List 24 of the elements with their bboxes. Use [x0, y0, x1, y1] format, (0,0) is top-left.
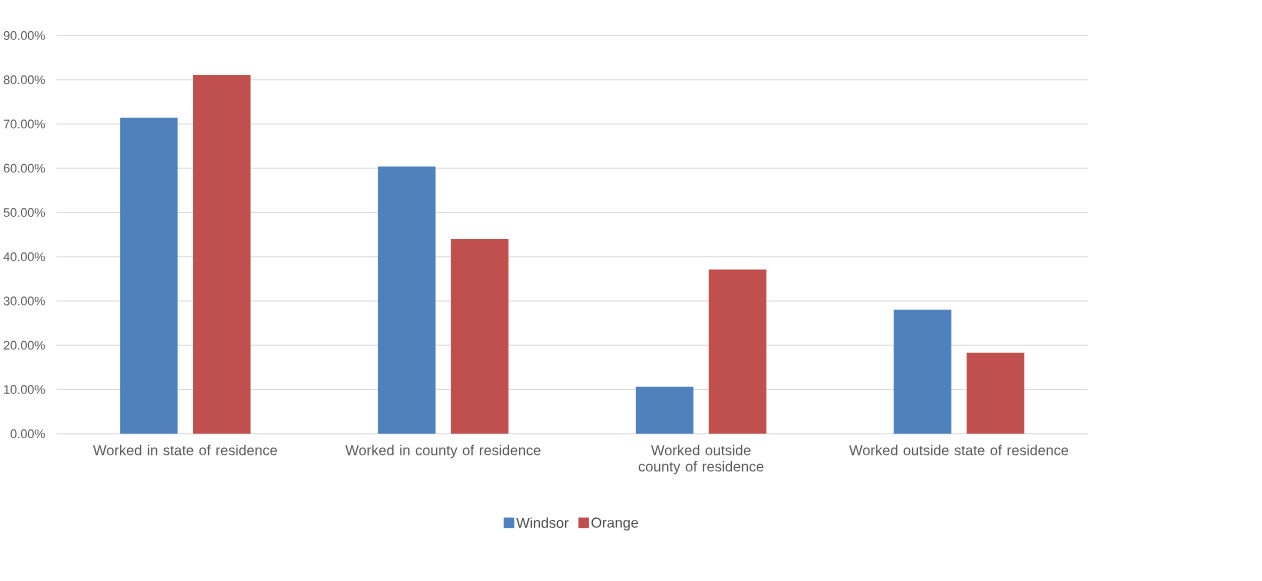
y-tick-label: 80.00% — [3, 75, 45, 85]
y-tick-label: 0.00% — [10, 429, 45, 439]
bar — [966, 352, 1025, 434]
bar — [708, 269, 767, 434]
y-tick-label: 60.00% — [3, 164, 45, 173]
bar — [193, 75, 251, 434]
y-tick-label: 30.00% — [3, 296, 45, 306]
bar — [377, 166, 436, 434]
bar — [635, 387, 694, 434]
y-tick-label: 10.00% — [4, 385, 45, 395]
y-tick-label: 50.00% — [3, 208, 45, 218]
bar — [120, 118, 178, 434]
bar — [450, 239, 509, 434]
legend-label: Windsor — [516, 517, 569, 529]
x-tick-label: Worked in state of residence — [93, 445, 277, 456]
x-tick-label: Worked outside county of residence — [638, 445, 764, 475]
x-tick-label: Worked outside state of residence — [849, 445, 1069, 456]
x-tick-label: Worked in county of residence — [345, 445, 541, 459]
y-tick-label: 70.00% — [3, 119, 45, 129]
y-tick-label: 40.00% — [3, 252, 45, 262]
y-tick-label: 20.00% — [3, 341, 45, 350]
legend-label: Orange — [591, 517, 639, 531]
bar — [893, 310, 952, 434]
y-tick-label: 90.00% — [3, 31, 45, 41]
